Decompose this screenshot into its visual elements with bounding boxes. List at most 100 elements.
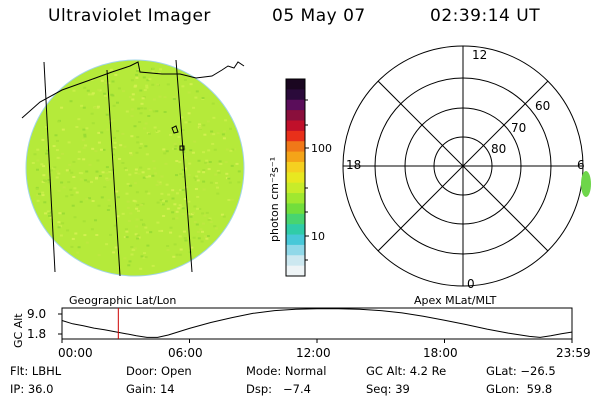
disk-speckle <box>221 133 225 136</box>
disk-speckle <box>106 179 109 182</box>
disk-speckle <box>210 133 214 136</box>
disk-speckle <box>85 127 89 130</box>
disk-speckle <box>165 183 169 186</box>
disk-speckle <box>97 204 101 207</box>
colorbar-swatch <box>286 193 305 204</box>
disk-speckle <box>189 215 193 218</box>
disk-speckle <box>113 224 117 227</box>
disk-speckle <box>212 133 216 136</box>
disk-speckle <box>129 212 133 215</box>
disk-speckle <box>191 151 195 154</box>
disk-speckle <box>140 107 144 110</box>
disk-texture <box>31 67 241 270</box>
disk-speckle <box>111 80 115 83</box>
disk-speckle <box>156 83 160 86</box>
disk-speckle <box>181 213 185 216</box>
mlat-label-60: 60 <box>535 99 550 113</box>
disk-speckle <box>90 228 94 231</box>
disk-speckle <box>152 110 156 113</box>
disk-speckle <box>148 78 152 81</box>
disk-speckle <box>237 181 241 184</box>
disk-speckle <box>143 127 146 130</box>
colorbar-swatch <box>286 141 305 153</box>
colorbar-swatch <box>286 224 305 236</box>
disk-speckle <box>75 191 79 194</box>
disk-speckle <box>90 112 94 115</box>
disk-speckle <box>142 96 146 99</box>
disk-speckle <box>209 221 213 223</box>
disk-speckle <box>133 125 137 128</box>
disk-speckle <box>109 233 112 236</box>
disk-speckle <box>121 132 125 135</box>
disk-speckle <box>71 204 75 207</box>
disk-speckle <box>70 194 74 196</box>
disk-speckle <box>61 212 65 215</box>
disk-speckle <box>200 240 204 243</box>
disk-speckle <box>91 200 95 202</box>
disk-speckle <box>183 237 187 240</box>
disk-speckle <box>227 177 231 180</box>
disk-speckle <box>216 132 220 135</box>
disk-speckle <box>136 136 140 139</box>
disk-speckle <box>211 142 215 145</box>
disk-speckle <box>94 219 97 222</box>
disk-speckle <box>205 211 209 214</box>
disk-speckle <box>57 221 61 224</box>
disk-speckle <box>68 163 72 166</box>
disk-speckle <box>126 182 130 185</box>
disk-speckle <box>135 73 139 76</box>
disk-speckle <box>134 200 138 203</box>
disk-speckle <box>171 211 175 214</box>
disk-speckle <box>177 135 181 138</box>
disk-speckle <box>79 178 83 181</box>
disk-speckle <box>187 91 191 94</box>
disk-speckle <box>196 207 200 210</box>
disk-speckle <box>144 145 148 148</box>
dsp-info: Dsp: −7.4 <box>246 382 311 396</box>
disk-speckle <box>230 164 234 167</box>
disk-speckle <box>128 96 132 98</box>
disk-speckle <box>202 188 206 191</box>
disk-speckle <box>151 67 155 70</box>
disk-speckle <box>202 222 205 225</box>
disk-speckle <box>151 264 155 267</box>
disk-speckle <box>178 235 182 238</box>
disk-speckle <box>57 120 61 123</box>
disk-speckle <box>137 107 141 110</box>
disk-speckle <box>172 217 176 220</box>
altitude-plot: GC Alt <box>12 307 573 348</box>
disk-speckle <box>134 172 138 175</box>
disk-speckle <box>205 159 209 162</box>
disk-speckle <box>203 214 207 217</box>
disk-speckle <box>78 172 82 174</box>
altitude-ytick: 1.8 <box>27 327 47 341</box>
disk-speckle <box>143 89 147 92</box>
disk-speckle <box>102 148 106 151</box>
disk-speckle <box>84 179 88 182</box>
disk-speckle <box>49 169 53 172</box>
disk-speckle <box>151 174 155 177</box>
disk-speckle <box>116 215 120 218</box>
disk-speckle <box>131 249 135 251</box>
disk-speckle <box>177 207 181 210</box>
disk-speckle <box>189 149 193 152</box>
disk-speckle <box>193 205 197 208</box>
disk-speckle <box>229 149 233 152</box>
disk-speckle <box>79 200 83 203</box>
disk-speckle <box>172 255 176 258</box>
disk-speckle <box>175 160 179 162</box>
glat-info: GLat: −26.5 <box>486 364 556 378</box>
disk-speckle <box>117 196 120 199</box>
disk-speckle <box>40 163 44 166</box>
disk-speckle <box>77 158 81 160</box>
disk-speckle <box>47 211 51 214</box>
disk-speckle <box>196 195 200 198</box>
disk-speckle <box>125 236 129 239</box>
disk-speckle <box>147 115 151 117</box>
geographic-image <box>21 59 245 277</box>
disk-speckle <box>138 146 142 149</box>
disk-speckle <box>194 188 198 190</box>
disk-speckle <box>173 243 177 246</box>
disk-speckle <box>201 230 204 233</box>
colorbar-unit-label: photon cm⁻²s⁻¹ <box>268 157 281 242</box>
